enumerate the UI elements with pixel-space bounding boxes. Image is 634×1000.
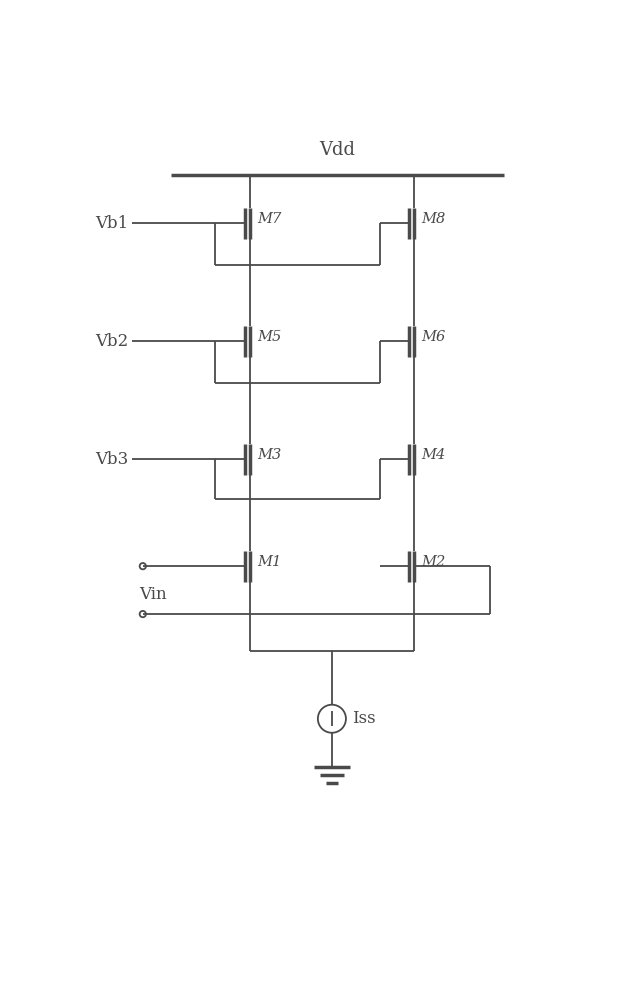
Text: M4: M4: [421, 448, 445, 462]
Text: Vb2: Vb2: [95, 333, 129, 350]
Text: Iss: Iss: [352, 710, 375, 727]
Text: M3: M3: [257, 448, 281, 462]
Text: Vin: Vin: [139, 586, 167, 603]
Text: M6: M6: [421, 330, 445, 344]
Text: M5: M5: [257, 330, 281, 344]
Text: M8: M8: [421, 212, 445, 226]
Text: Vb1: Vb1: [95, 215, 129, 232]
Text: M2: M2: [421, 555, 445, 569]
Text: Vb3: Vb3: [95, 451, 129, 468]
Text: M1: M1: [257, 555, 281, 569]
Text: M7: M7: [257, 212, 281, 226]
Text: Vdd: Vdd: [320, 141, 355, 159]
